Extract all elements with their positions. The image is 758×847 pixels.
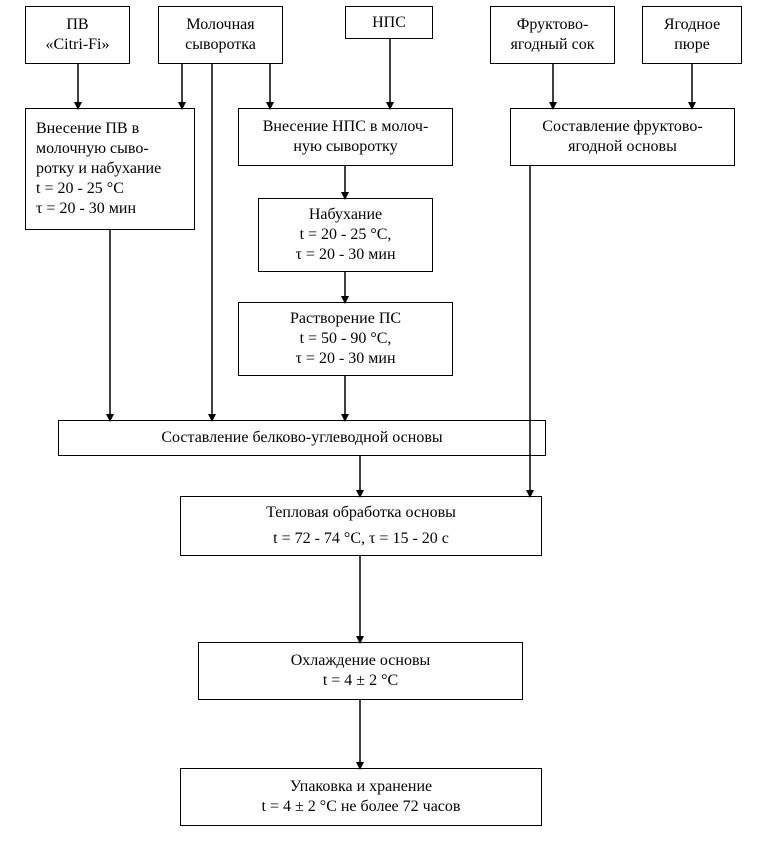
node-text: ную сыворотку (293, 137, 397, 157)
node-p3: Составление фруктово- ягодной основы (510, 108, 735, 166)
node-text: Набухание (309, 205, 382, 225)
node-text: ягодной основы (568, 137, 677, 157)
node-in3: НПС (345, 6, 433, 39)
node-text: t = 4 ± 2 °C не более 72 часов (262, 797, 461, 817)
node-text: Молочная (186, 15, 254, 35)
node-text: Упаковка и хранение (290, 777, 432, 797)
node-text: Фруктово- (517, 15, 589, 35)
node-p6: Составление белково-углеводной основы (58, 420, 546, 456)
node-text: τ = 20 - 30 мин (295, 349, 395, 369)
node-text: t = 50 - 90 °C, (300, 329, 392, 349)
node-text: τ = 20 - 30 мин (36, 199, 136, 219)
node-p4: Набухание t = 20 - 25 °C, τ = 20 - 30 ми… (258, 198, 433, 272)
node-text: t = 20 - 25 °C (36, 179, 124, 199)
node-in1: ПВ «Citri-Fi» (25, 6, 130, 64)
node-text: τ = 20 - 30 мин (295, 245, 395, 265)
node-text: Тепловая обработка основы (266, 503, 456, 523)
node-text: Охлаждение основы (291, 651, 431, 671)
node-p8: Охлаждение основы t = 4 ± 2 °C (198, 642, 523, 700)
node-p1: Внесение ПВ в молочную сыво- ротку и наб… (25, 108, 195, 230)
node-text: t = 72 - 74 °C, τ = 15 - 20 с (273, 529, 449, 549)
node-text: ягодный сок (511, 35, 595, 55)
node-text: Растворение ПС (290, 309, 401, 329)
node-p5: Растворение ПС t = 50 - 90 °C, τ = 20 - … (238, 302, 453, 376)
node-in2: Молочная сыворотка (158, 6, 283, 64)
node-text: ротку и набухание (36, 159, 161, 179)
node-p2: Внесение НПС в молоч- ную сыворотку (238, 108, 453, 166)
node-p9: Упаковка и хранение t = 4 ± 2 °C не боле… (180, 768, 542, 826)
node-text: Внесение НПС в молоч- (263, 117, 429, 137)
node-text: молочную сыво- (36, 139, 149, 159)
node-text: пюре (674, 35, 710, 55)
node-text: ПВ (66, 15, 88, 35)
node-text: t = 20 - 25 °C, (300, 225, 392, 245)
node-text: «Citri-Fi» (45, 35, 109, 55)
node-in4: Фруктово- ягодный сок (490, 6, 615, 64)
node-text: сыворотка (185, 35, 256, 55)
node-text: Составление фруктово- (542, 117, 702, 137)
node-text: Ягодное (664, 15, 720, 35)
node-text: t = 4 ± 2 °C (323, 671, 398, 691)
node-p7: Тепловая обработка основы t = 72 - 74 °C… (180, 496, 542, 556)
node-text: Внесение ПВ в (36, 119, 139, 139)
node-in5: Ягодное пюре (642, 6, 742, 64)
node-text: НПС (372, 13, 406, 33)
node-text: Составление белково-углеводной основы (161, 428, 442, 448)
